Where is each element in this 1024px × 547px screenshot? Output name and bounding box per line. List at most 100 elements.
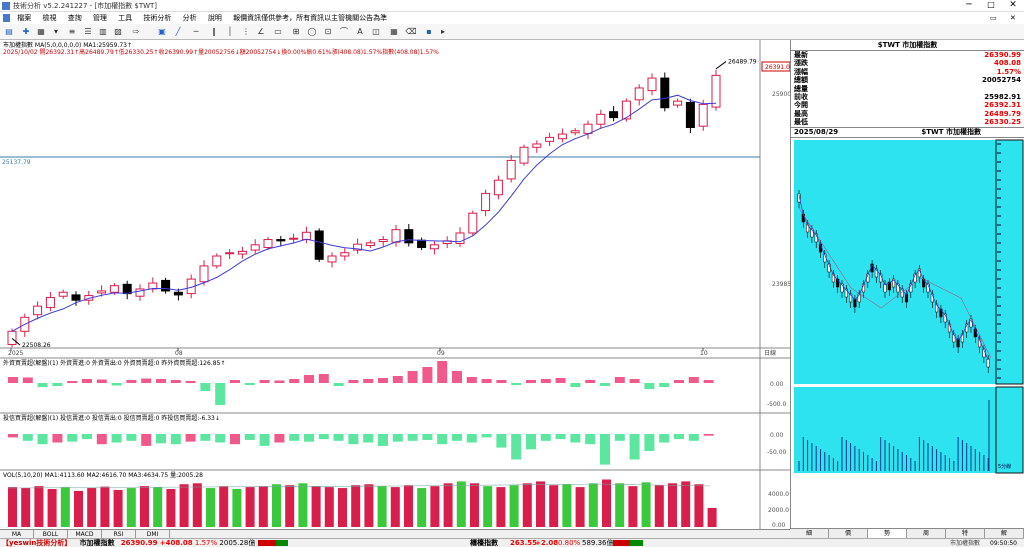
tab-macd[interactable]: MACD	[68, 530, 102, 539]
tab-dmi[interactable]: DMI	[136, 530, 170, 539]
menu-query[interactable]: 查詢	[67, 14, 82, 22]
trust-axis-label: 0.00	[770, 432, 784, 439]
table-icon[interactable]: ▥	[99, 27, 107, 36]
quote-label: 漲幅	[794, 67, 808, 76]
bars-icon[interactable]: ≡	[68, 27, 76, 36]
trust-bar	[333, 434, 344, 441]
restore-icon[interactable]: ▭	[990, 14, 997, 22]
mini-candle-body	[904, 293, 909, 302]
low-label: 22508.26	[22, 342, 51, 349]
chart-legend-line1: 市加權指數 MA(5,0,0,0,0,0) MA1:25959.73↑	[3, 42, 132, 49]
close-child-icon[interactable]: ✕	[1010, 14, 1016, 22]
foreign-bar	[289, 379, 300, 383]
foreign-bar	[437, 361, 448, 383]
volume-bar	[311, 486, 321, 527]
more-icon[interactable]: ▸	[440, 27, 445, 36]
line-tool-icon[interactable]: ╱	[175, 27, 181, 36]
volume-bar	[21, 488, 31, 527]
quote-label: 漲跌	[794, 59, 808, 68]
dropdown-icon[interactable]: ▾	[53, 27, 58, 36]
quote-tabs: 細 價 勢 周 特 解	[790, 528, 1024, 538]
cycle-tool-icon[interactable]: ⊡	[324, 27, 332, 36]
tab-rsi[interactable]: RSI	[102, 530, 136, 539]
mini-vol-label: 5分線	[998, 463, 1011, 470]
maximize-button[interactable]: □	[987, 0, 995, 9]
angle-tool-icon[interactable]: ∠	[257, 27, 265, 36]
price-chart[interactable]: 25137.79 2025 08 09 10 日線 25900 23985 26391.0 264…	[0, 40, 790, 530]
menu-manage[interactable]: 管理	[92, 14, 107, 22]
minimize-button[interactable]: ─	[966, 0, 972, 10]
quote-label: 前收	[794, 93, 808, 102]
candle-body	[711, 74, 721, 108]
menu-tools[interactable]: 工具	[118, 14, 133, 22]
foreign-bar	[629, 379, 640, 383]
candle-body	[417, 239, 427, 248]
menu-technical[interactable]: 技術分析	[143, 14, 172, 22]
hline-tool-icon[interactable]: ─	[193, 27, 199, 36]
tab-trend[interactable]: 勢	[868, 529, 907, 538]
fib-tool-icon[interactable]: ⋮	[242, 27, 250, 36]
rect-tool-icon[interactable]: ▭	[274, 27, 282, 36]
list-icon[interactable]: ☰	[84, 27, 92, 36]
select-icon[interactable]: ▣	[158, 27, 166, 36]
mini-candle-body	[840, 283, 844, 292]
save-icon[interactable]: ▪	[426, 27, 432, 36]
chart-type-icon[interactable]: ▨	[114, 27, 122, 36]
foreign-bar	[230, 380, 240, 383]
candle-body	[289, 237, 299, 240]
vline-tool-icon[interactable]: │	[227, 27, 233, 36]
candle-body	[7, 330, 17, 345]
volume-bar	[126, 488, 136, 527]
volume-bar	[496, 487, 506, 527]
channel-tool-icon[interactable]: ‖	[212, 27, 216, 36]
foreign-bar	[200, 383, 211, 391]
chart-icon[interactable]: ▤	[5, 27, 13, 36]
reference-line-label: 25137.79	[2, 159, 31, 166]
trust-bar	[230, 434, 240, 445]
grid-icon[interactable]: ▦	[37, 27, 45, 36]
quote-label: 今開	[794, 101, 808, 110]
quote-value: 1.57%	[996, 67, 1021, 76]
tab-price[interactable]: 價	[829, 529, 868, 538]
crosshair-icon[interactable]: ✚	[22, 27, 30, 36]
volume-bar	[272, 484, 281, 527]
mini-candle-body	[836, 278, 840, 287]
volume-bar	[430, 486, 440, 527]
close-button[interactable]: ✕	[1009, 0, 1017, 10]
arc-tool-icon[interactable]: ⌒	[340, 27, 348, 36]
menu-help[interactable]: 說明	[207, 14, 222, 22]
candle-body	[468, 212, 478, 234]
volume-bar	[602, 479, 611, 527]
tab-detail[interactable]: 細	[790, 529, 829, 538]
delete-tool-icon[interactable]: ⌫	[405, 27, 417, 36]
gann-tool-icon[interactable]: ⊞	[292, 27, 300, 36]
tab-analysis[interactable]: 解	[985, 529, 1024, 538]
candle-body	[493, 179, 503, 196]
mini-intraday-chart[interactable]: 5分線	[791, 138, 1024, 518]
indicator-tabs: MA BOLL MACD RSI DMI	[0, 529, 790, 539]
trust-bar	[555, 434, 566, 440]
volume-bar	[232, 489, 242, 527]
status-bar: 【yeswin技術分析】 市加權指數 26390.99 +408.08 1.57…	[0, 538, 1024, 547]
candle-body	[173, 291, 183, 296]
chart-area[interactable]: 市加權指數 MA(5,0,0,0,0,0) MA1:25959.73↑ 2025…	[0, 40, 790, 530]
text-tool-icon[interactable]: A	[357, 27, 363, 36]
calendar-icon[interactable]: ▦	[390, 27, 398, 36]
tab-ma[interactable]: MA	[0, 530, 34, 539]
tab-week[interactable]: 周	[907, 529, 946, 538]
ruler-tool-icon[interactable]: ◫	[372, 27, 380, 36]
ellipse-tool-icon[interactable]: ◯	[307, 27, 317, 36]
menu-file[interactable]: 檔案	[17, 14, 32, 22]
volume-bar	[628, 486, 638, 527]
trust-bar	[156, 434, 166, 444]
tab-special[interactable]: 特	[946, 529, 985, 538]
candle-body	[545, 136, 555, 142]
volume-bar	[562, 484, 572, 527]
forward-icon[interactable]: ⇨	[132, 27, 140, 36]
mini-candle-body	[853, 298, 857, 307]
menu-analysis[interactable]: 分析	[182, 14, 197, 22]
menu-view[interactable]: 檢視	[42, 14, 57, 22]
tab-boll[interactable]: BOLL	[34, 530, 68, 539]
candle-body	[97, 290, 107, 294]
candle-body	[481, 192, 491, 212]
